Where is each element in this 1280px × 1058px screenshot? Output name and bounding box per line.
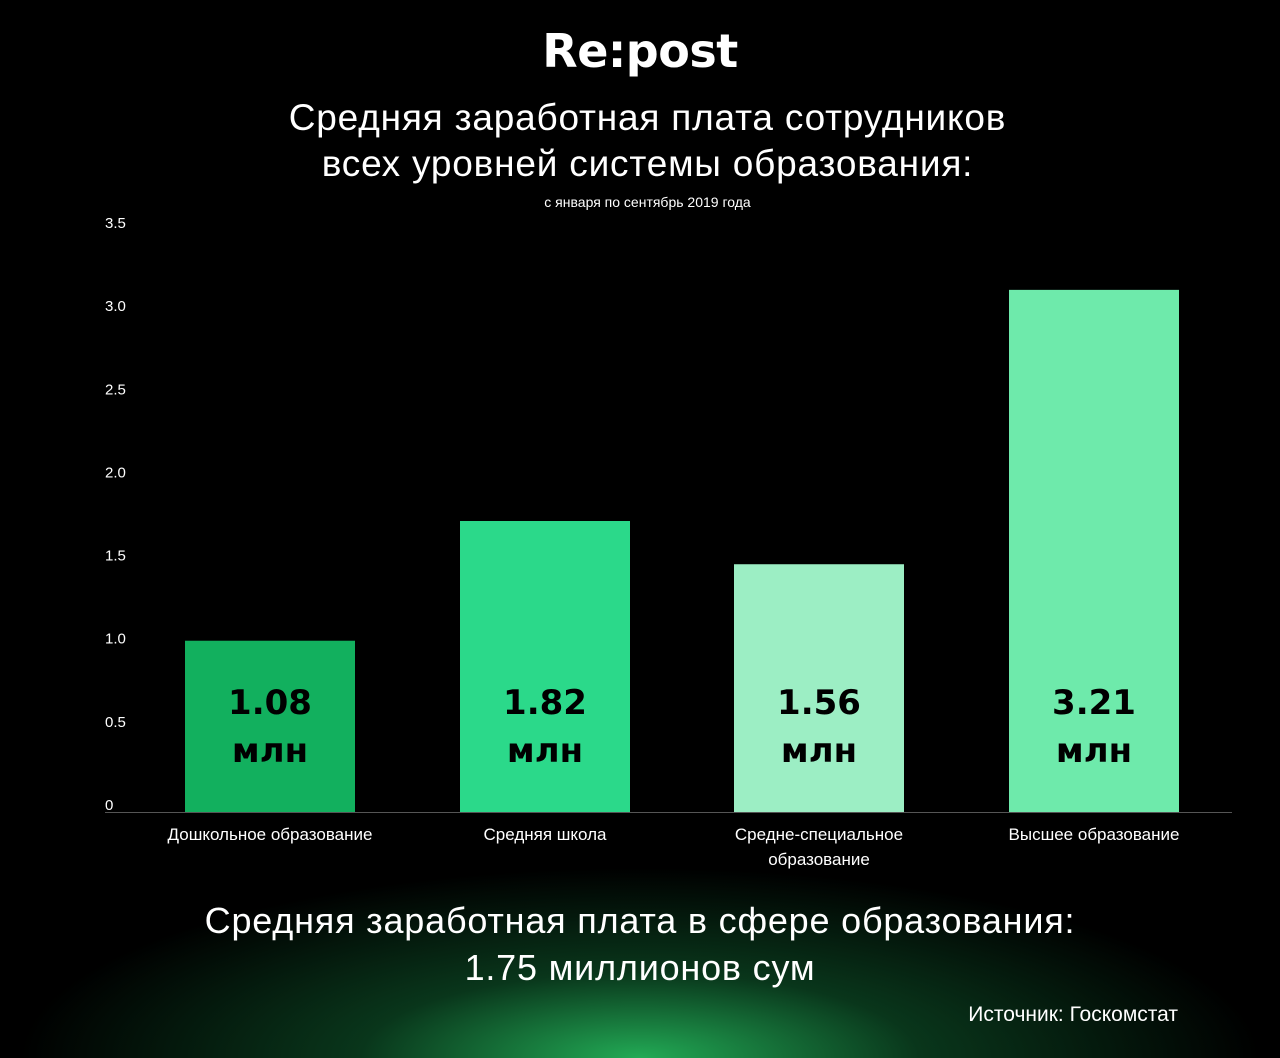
y-tick-label: 1.5	[105, 548, 126, 565]
bar-value-label: млн	[781, 731, 857, 771]
bar-value-label: млн	[1056, 731, 1132, 771]
y-tick-label: 1.0	[105, 631, 126, 648]
bar	[1009, 289, 1179, 812]
source-note: Источник: Госкомстат	[968, 1003, 1178, 1026]
x-category-label: образование	[768, 850, 870, 869]
bar-value-label: 1.08	[228, 683, 312, 723]
bar	[460, 521, 630, 812]
x-category-label: Средняя школа	[484, 825, 608, 844]
y-tick-label: 2.0	[105, 464, 126, 481]
y-tick-label: 3.0	[105, 298, 126, 315]
bar-value-label: млн	[507, 731, 583, 771]
x-category-label: Высшее образование	[1009, 825, 1180, 844]
bar-value-label: 1.56	[777, 683, 861, 723]
chart-title: Средняя заработная плата сотрудников все…	[0, 95, 1280, 187]
x-category-label: Дошкольное образование	[168, 825, 373, 844]
y-tick-label: 0	[105, 797, 113, 814]
y-tick-label: 0.5	[105, 714, 126, 731]
bar	[734, 564, 904, 812]
bar	[185, 640, 355, 812]
bar-value-label: млн	[232, 731, 308, 771]
bar-value-label: 1.82	[503, 683, 587, 723]
chart-title-line-1: Средняя заработная плата сотрудников	[288, 97, 1007, 138]
bar-value-label: 3.21	[1052, 683, 1136, 723]
chart-title-line-2: всех уровней системы образования:	[321, 143, 974, 184]
chart-subtitle: с января по сентябрь 2019 года	[544, 194, 751, 210]
summary-line-1: Средняя заработная плата в сфере образов…	[204, 900, 1076, 941]
summary-line-2: 1.75 миллионов сум	[464, 947, 816, 988]
y-tick-label: 2.5	[105, 381, 126, 398]
y-tick-label: 3.5	[105, 215, 126, 232]
brand-logo: Re:post	[542, 24, 738, 78]
x-category-label: Средне-специальное	[735, 825, 903, 844]
